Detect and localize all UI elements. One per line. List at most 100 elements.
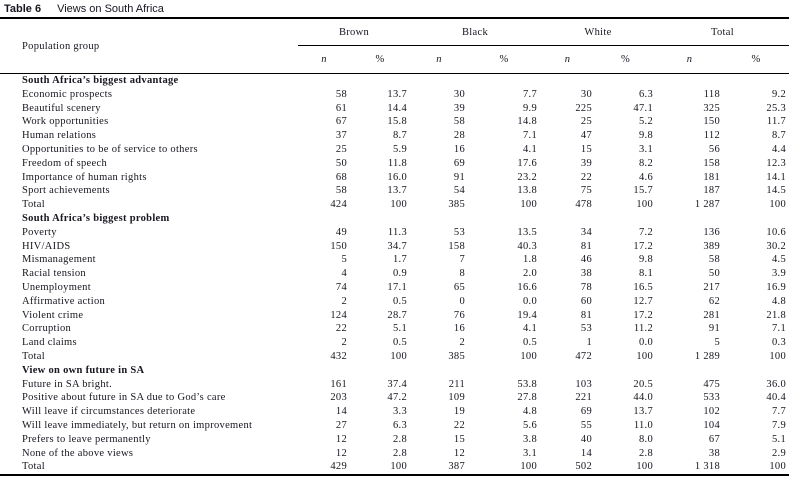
cell-value: 0.9 [392,268,407,280]
table-row: Positive about future in SA due to God’s… [0,391,789,405]
cell-value: 1 287 [694,199,720,211]
cell-value: 8.7 [392,130,407,142]
table-row: Affirmative action 2 0.5 0 0.0 60 12.7 62 4.8 [0,295,789,309]
cell-value: 15 [580,143,592,155]
cell-value: 4.8 [771,295,786,307]
cell-value: 91 [708,323,720,335]
cell-value: 65 [453,281,465,293]
cell-value: 150 [703,116,720,128]
row-label: Total [22,199,45,211]
cell-value: 68 [335,171,347,183]
table-row: Future in SA bright. 161 37.4 211 53.8 103 20.… [0,378,789,392]
percent-header-brown: % [350,45,410,74]
cell-value: 7.1 [771,323,786,335]
cell-value: 475 [703,378,720,390]
percent-header-white: % [595,45,656,74]
cell-value: 54 [453,185,465,197]
cell-value: 7.2 [638,226,653,238]
cell-value: 3.3 [392,406,407,418]
table-row: Total 429 100 387 100 502 100 1 318 100 [0,460,789,475]
cell-value: 60 [580,295,592,307]
group-header-brown: Brown [298,18,410,46]
cell-value: 4.1 [522,143,537,155]
cell-value: 7.9 [771,419,786,431]
percent-header-total: % [723,45,789,74]
cell-value: 6.3 [638,88,653,100]
cell-value: 23.2 [517,171,537,183]
cell-value: 58 [453,116,465,128]
cell-value: 2.0 [522,268,537,280]
cell-value: 38 [708,447,720,459]
row-label: Importance of human rights [22,171,147,183]
cell-value: 14 [335,406,347,418]
cell-value: 4.8 [522,406,537,418]
cell-value: 7.7 [522,88,537,100]
cell-value: 325 [703,102,720,114]
cell-value: 100 [390,461,407,473]
cell-value: 0.3 [771,337,786,349]
cell-value: 28.7 [387,309,407,321]
table-row: Importance of human rights 68 16.0 91 23.2 22… [0,171,789,185]
cell-value: 30 [580,88,592,100]
cell-value: 5.6 [522,419,537,431]
cell-value: 21.8 [766,309,786,321]
cell-value: 22 [580,171,592,183]
table-row: Racial tension 4 0.9 8 2.0 38 8.1 50 3.9 [0,267,789,281]
cell-value: 8 [459,268,465,280]
section-header: View on own future in SA [22,364,145,376]
table-row: HIV/AIDS 150 34.7 158 40.3 81 17.2 389 30.2 [0,240,789,254]
cell-value: 30.2 [766,240,786,252]
cell-value: 385 [448,350,465,362]
cell-value: 102 [703,406,720,418]
cell-value: 211 [448,378,465,390]
n-header-white: n [540,45,595,74]
cell-value: 100 [636,461,653,473]
cell-value: 53 [453,226,465,238]
table-row: Sport achievements 58 13.7 54 13.8 75 15.7 187 1… [0,184,789,198]
cell-value: 17.2 [633,240,653,252]
n-header-black: n [410,45,468,74]
cell-value: 5.1 [392,323,407,335]
cell-value: 4 [341,268,347,280]
row-label: Will leave immediately, but return on im… [22,419,253,431]
cell-value: 25 [580,116,592,128]
cell-value: 4.4 [771,143,786,155]
cell-value: 385 [448,199,465,211]
row-label: Land claims [22,337,77,349]
row-label: Economic prospects [22,88,113,100]
cell-value: 12.7 [633,295,653,307]
cell-value: 1 289 [694,350,720,362]
cell-value: 19.4 [517,309,537,321]
cell-value: 100 [769,461,786,473]
table-row: Will leave if circumstances deteriorate 1… [0,405,789,419]
cell-value: 103 [575,378,592,390]
cell-value: 39 [580,157,592,169]
cell-value: 424 [330,199,347,211]
cell-value: 217 [703,281,720,293]
cell-value: 39 [453,102,465,114]
cell-value: 17.1 [387,281,407,293]
n-header-brown: n [298,45,350,74]
cell-value: 8.7 [771,130,786,142]
row-label: None of the above views [22,447,134,459]
cell-value: 150 [330,240,347,252]
cell-value: 19 [453,406,465,418]
cell-value: 100 [390,199,407,211]
cell-value: 0.5 [522,337,537,349]
table-caption-title: Views on South Africa [57,3,164,15]
cell-value: 8.0 [638,433,653,445]
cell-value: 30 [453,88,465,100]
cell-value: 67 [708,433,720,445]
cell-value: 15.7 [633,185,653,197]
cell-value: 1.8 [522,254,537,266]
row-label: Mismanagement [22,254,96,266]
cell-value: 12 [453,447,465,459]
cell-value: 429 [330,461,347,473]
n-header-total: n [656,45,723,74]
cell-value: 14.8 [517,116,537,128]
cell-value: 100 [769,350,786,362]
section-header-row: South Africa’s biggest problem [0,212,789,226]
row-label: Violent crime [22,309,84,321]
cell-value: 13.7 [633,406,653,418]
row-label: Sport achievements [22,185,110,197]
